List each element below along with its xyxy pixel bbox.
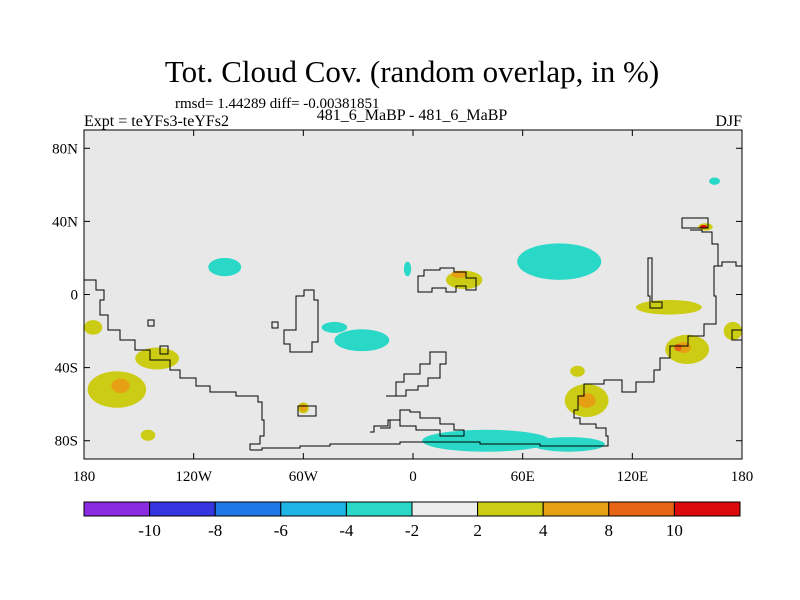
colorbar-label: 4 xyxy=(539,521,548,540)
colorbar-label: 8 xyxy=(605,521,614,540)
field-positive-13 xyxy=(570,365,585,377)
coastline-southern-peninsula xyxy=(386,351,447,397)
coastline-asia xyxy=(647,257,663,309)
coastline-island-3 xyxy=(271,321,279,329)
colorbar-label: 10 xyxy=(666,521,683,540)
coastline-pacific-2 xyxy=(731,329,742,341)
field-negative-8 xyxy=(531,437,605,452)
colorbar-box-1 xyxy=(149,501,216,517)
x-tick-label: 60W xyxy=(289,469,319,485)
field-negative-1 xyxy=(208,257,242,277)
colorbar: -10 -8 -6 -4 -2 2 4 8 10 xyxy=(83,501,741,540)
x-tick-label: 180 xyxy=(73,469,96,485)
x-tick-label: 60E xyxy=(511,469,535,485)
field-positive-22 xyxy=(577,393,596,408)
chart-title: Tot. Cloud Cov. (random overlap, in %) xyxy=(165,54,659,89)
field-negative-7 xyxy=(422,429,551,452)
colorbar-label: -10 xyxy=(138,521,161,540)
colorbar-label: 2 xyxy=(473,521,482,540)
x-tick-label: 180 xyxy=(731,469,754,485)
axis-ticks: 180 120W 60W 0 60E 120E 180 80N 40N 0 40S 80S xyxy=(52,130,753,485)
experiment-label: Expt = teYFs3-teYFs2 xyxy=(84,113,229,130)
field-negative-2 xyxy=(403,261,412,277)
map-background xyxy=(84,130,742,459)
colorbar-box-4 xyxy=(345,501,413,517)
field-negative-3 xyxy=(517,243,602,280)
colorbar-box-7 xyxy=(542,501,610,517)
colorbar-label: -4 xyxy=(339,521,354,540)
coastline-island-2 xyxy=(147,319,155,327)
colorbar-box-0 xyxy=(83,501,151,517)
x-tick-label: 0 xyxy=(409,469,417,485)
field-positive-11 xyxy=(140,429,156,441)
field-negative-6 xyxy=(321,321,348,333)
colorbar-box-8 xyxy=(608,501,675,517)
center-label: 481_6_MaBP - 481_6_MaBP xyxy=(317,107,508,124)
field-positive-25 xyxy=(299,404,307,412)
coastline-antarctic-shelf xyxy=(370,409,465,437)
field-positive-10 xyxy=(135,347,180,370)
colorbar-box-9 xyxy=(673,501,741,517)
field-positive-21 xyxy=(111,378,130,394)
colorbar-box-5 xyxy=(411,501,479,517)
coastline-japan xyxy=(681,217,709,229)
coastline-island-1 xyxy=(297,405,317,417)
coastline-ocean-gap xyxy=(250,229,719,451)
coastline xyxy=(84,217,742,451)
colorbar-box-6 xyxy=(477,501,544,517)
y-tick-label: 0 xyxy=(71,288,79,304)
coastline-island-4 xyxy=(159,345,169,355)
y-tick-label: 80N xyxy=(52,141,78,157)
field-negative-4 xyxy=(709,177,721,185)
y-tick-label: 80S xyxy=(55,434,78,450)
colorbar-label: -6 xyxy=(274,521,288,540)
x-tick-label: 120W xyxy=(175,469,213,485)
field-positive-26 xyxy=(674,343,682,352)
field-positive-15 xyxy=(723,321,742,341)
colorbar-label: -8 xyxy=(208,521,222,540)
colorbar-box-2 xyxy=(214,501,282,517)
field-positive-9 xyxy=(635,299,702,315)
field-negative-5 xyxy=(334,329,390,352)
x-tick-label: 120E xyxy=(616,469,648,485)
coastline-north-america xyxy=(84,279,265,450)
stats-label: rmsd= 1.44289 diff= -0.00381851 xyxy=(175,96,380,112)
y-tick-label: 40S xyxy=(55,361,78,377)
difference-fields xyxy=(84,177,742,452)
field-positive-20 xyxy=(84,320,103,335)
coastline-pacific-1 xyxy=(714,261,742,267)
colorbar-box-3 xyxy=(280,501,347,517)
coastline-south-america xyxy=(283,289,319,353)
y-tick-label: 40N xyxy=(52,214,78,230)
coastline-africa xyxy=(417,267,477,293)
colorbar-label: -2 xyxy=(405,521,419,540)
season-label: DJF xyxy=(715,113,742,130)
field-positive-23 xyxy=(451,270,467,279)
